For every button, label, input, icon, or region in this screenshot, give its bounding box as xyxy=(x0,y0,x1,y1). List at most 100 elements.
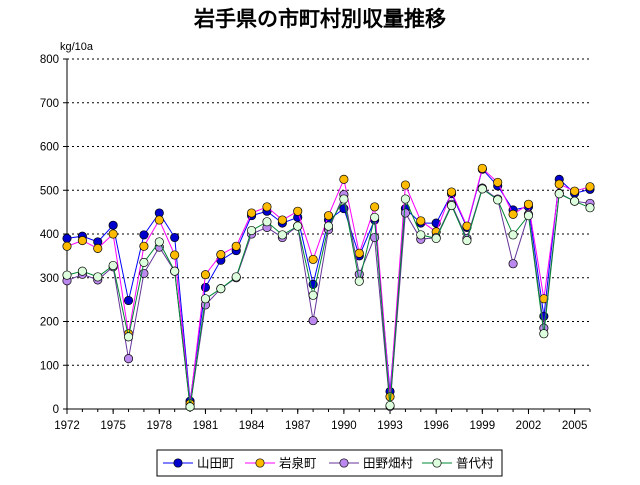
y-axis-unit-label: kg/10a xyxy=(60,41,94,53)
data-point xyxy=(508,209,518,219)
legend-marker xyxy=(173,458,183,468)
y-tick-label: 600 xyxy=(40,142,59,154)
x-tick-label: 2005 xyxy=(562,420,588,432)
x-tick-label: 1990 xyxy=(331,420,357,432)
x-tick-label: 1975 xyxy=(100,420,126,432)
series-2 xyxy=(62,163,595,409)
data-point xyxy=(523,211,534,221)
data-point xyxy=(139,257,149,267)
data-point xyxy=(108,229,118,239)
data-point xyxy=(477,184,487,194)
data-point xyxy=(216,284,226,294)
data-point xyxy=(200,270,210,280)
data-point xyxy=(154,237,164,247)
y-tick-label: 400 xyxy=(40,229,59,241)
data-point xyxy=(139,230,149,240)
data-point xyxy=(554,189,564,199)
x-tick-label: 1993 xyxy=(377,420,403,432)
data-point xyxy=(200,294,210,304)
legend: 山田町 岩泉町 田野畑村 普代村 xyxy=(156,449,503,477)
data-point xyxy=(231,272,241,282)
data-point xyxy=(554,179,564,189)
data-point xyxy=(262,202,272,212)
x-tick-label: 1981 xyxy=(193,420,219,432)
y-tick-label: 300 xyxy=(40,273,59,285)
data-point xyxy=(339,174,349,184)
data-point xyxy=(62,233,72,243)
data-point xyxy=(539,329,549,339)
y-tick-label: 0 xyxy=(53,404,59,416)
data-point xyxy=(216,250,226,260)
data-point xyxy=(370,202,380,212)
data-point xyxy=(477,163,487,173)
data-point xyxy=(247,225,257,236)
data-point xyxy=(462,236,472,246)
legend-label: 普代村 xyxy=(456,456,494,471)
data-point xyxy=(416,230,426,240)
x-tick-label: 1996 xyxy=(423,420,449,432)
x-tick-label: 2002 xyxy=(516,420,542,432)
data-point xyxy=(354,248,364,258)
y-tick-label: 800 xyxy=(40,54,59,66)
data-point xyxy=(447,201,457,211)
series-4 xyxy=(62,184,595,412)
data-point xyxy=(323,221,334,231)
data-point xyxy=(400,194,410,204)
data-point xyxy=(77,236,87,246)
data-point xyxy=(508,230,518,240)
series-group xyxy=(62,163,595,412)
legend-marker xyxy=(432,458,442,468)
data-point xyxy=(385,400,395,411)
data-point xyxy=(339,194,349,204)
x-tick-label: 1987 xyxy=(285,420,311,432)
data-point xyxy=(585,203,595,213)
data-point xyxy=(170,266,180,276)
data-point xyxy=(108,220,118,230)
data-point xyxy=(308,290,318,300)
y-tick-label: 100 xyxy=(40,360,59,372)
legend-label: 山田町 xyxy=(197,456,235,471)
data-point xyxy=(431,233,441,243)
data-point xyxy=(354,276,364,286)
data-point xyxy=(493,177,503,187)
legend-label: 田野畑村 xyxy=(363,456,414,471)
series-line xyxy=(66,168,591,402)
y-tick-label: 700 xyxy=(40,98,59,110)
data-point xyxy=(308,316,318,326)
axes: 0 100 200 300 400 500 600 700 800 1972 1975 1978 198… xyxy=(40,54,591,432)
data-point xyxy=(400,208,410,218)
data-point xyxy=(416,216,426,226)
data-point xyxy=(247,208,257,218)
data-point xyxy=(447,187,457,197)
data-point xyxy=(323,211,334,221)
data-point xyxy=(123,354,134,364)
data-point xyxy=(77,266,87,276)
data-point xyxy=(108,260,118,271)
data-point xyxy=(62,241,72,251)
data-point xyxy=(262,217,272,227)
data-point xyxy=(585,182,595,192)
data-point xyxy=(277,215,287,225)
y-tick-label: 500 xyxy=(40,185,59,197)
data-point xyxy=(200,282,210,292)
data-point xyxy=(123,295,134,306)
data-point xyxy=(523,199,534,209)
data-point xyxy=(185,402,195,412)
chart-title: 岩手県の市町村別収量推移 xyxy=(193,7,446,31)
y-tick-label: 200 xyxy=(40,317,59,329)
data-point xyxy=(400,180,410,190)
data-point xyxy=(508,259,518,269)
data-point xyxy=(370,232,380,243)
x-tick-label: 1999 xyxy=(470,420,496,432)
data-point xyxy=(277,230,287,240)
data-point xyxy=(493,195,503,205)
legend-marker xyxy=(339,458,349,468)
data-point xyxy=(170,250,180,260)
legend-label: 岩泉町 xyxy=(279,456,317,471)
data-point xyxy=(231,241,241,251)
data-point xyxy=(139,241,149,251)
data-point xyxy=(293,206,303,216)
data-point xyxy=(93,243,103,253)
x-tick-label: 1984 xyxy=(239,420,265,432)
data-point xyxy=(293,221,303,231)
